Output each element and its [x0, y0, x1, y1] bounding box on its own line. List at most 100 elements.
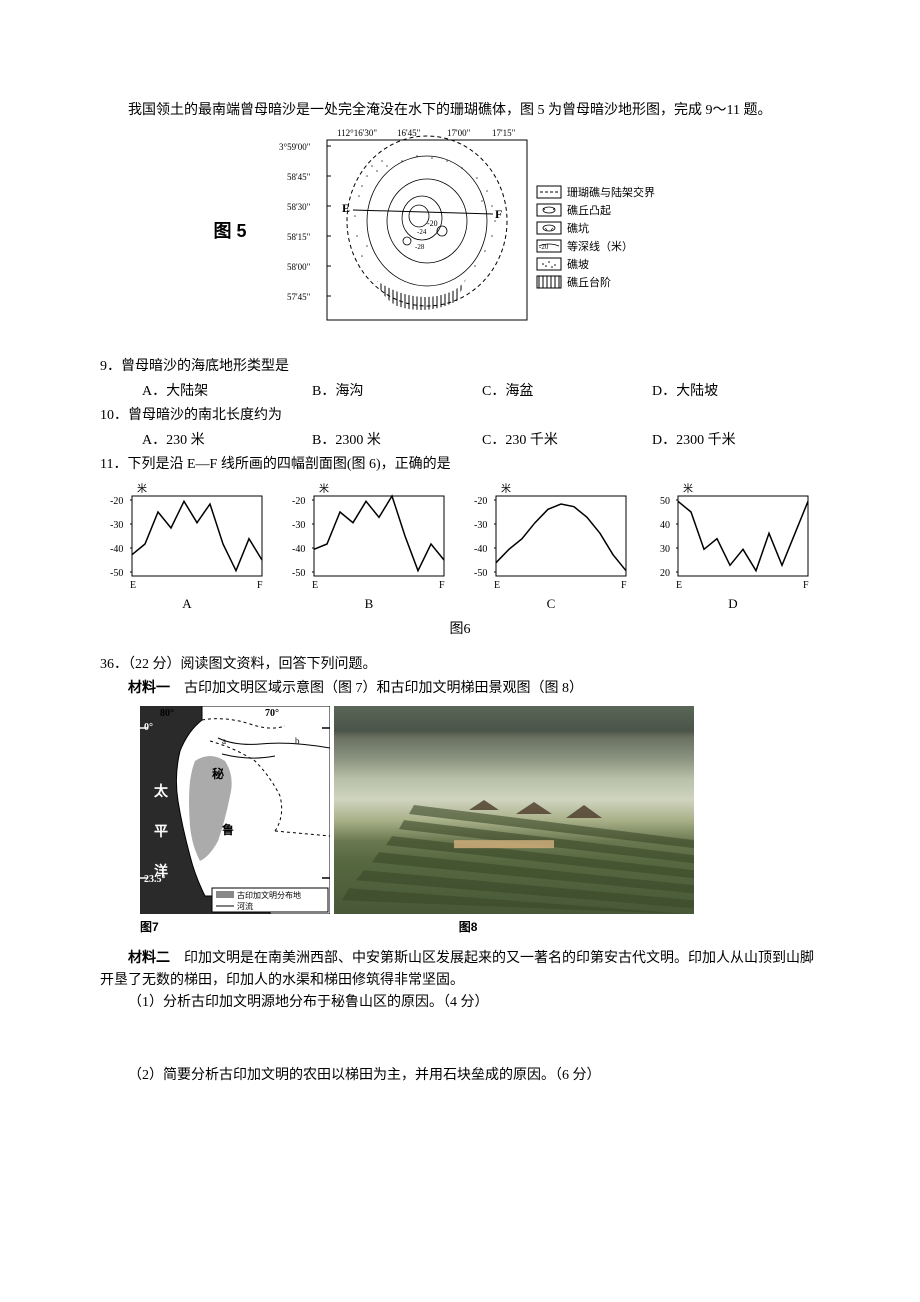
svg-text:-24: -24: [417, 228, 427, 236]
profile-a-svg: 米 -20 -30 -40 -50 E F: [102, 482, 272, 592]
svg-text:-40: -40: [474, 544, 487, 555]
profile-c-label: C: [547, 594, 556, 615]
svg-text:-50: -50: [474, 568, 487, 579]
svg-text:古印加文明分布地: 古印加文明分布地: [237, 890, 301, 900]
lon-label: 112°16'30": [337, 128, 377, 138]
legend-label: 礁坡: [567, 257, 589, 271]
svg-text:-20: -20: [474, 496, 487, 507]
svg-text:F: F: [257, 580, 263, 591]
figure6-label: 图6: [100, 619, 820, 641]
question-36: 36．（22 分）阅读图文资料，回答下列问题。 材料一 古印加文明区域示意图（图…: [100, 654, 820, 1088]
question-11: 11．下列是沿 E—F 线所画的四幅剖面图(图 6)，正确的是: [100, 454, 820, 476]
profile-b-svg: 米 -20 -30 -40 -50 E F: [284, 482, 454, 592]
svg-text:-20: -20: [427, 219, 438, 228]
q36-sub2: （2）简要分析古印加文明的农田以梯田为主，并用石块垒成的原因。（6 分）: [100, 1065, 820, 1087]
profile-charts-container: 米 -20 -30 -40 -50 E F A 米 -20 -30 -40 -5…: [100, 482, 820, 615]
svg-text:-40: -40: [292, 544, 305, 555]
svg-text:鲁: 鲁: [221, 822, 234, 837]
svg-text:-30: -30: [474, 520, 487, 531]
svg-text:50: 50: [660, 496, 670, 507]
material1-text: 古印加文明区域示意图（图 7）和古印加文明梯田景观图（图 8）: [170, 681, 583, 696]
svg-text:20: 20: [660, 568, 670, 579]
q9-option-d: D．大陆坡: [652, 381, 772, 403]
lat-label: 3°59'00": [279, 142, 311, 152]
figure8-photo: [334, 706, 694, 914]
material2-text: 印加文明是在南美洲西部、中安第斯山区发展起来的又一著名的印第安古代文明。印加人从…: [100, 951, 814, 988]
svg-text:-50: -50: [292, 568, 305, 579]
svg-text:-30: -30: [292, 520, 305, 531]
svg-text:米: 米: [137, 482, 147, 495]
legend-label: 礁丘台阶: [567, 275, 611, 289]
profile-c-svg: 米 -20 -30 -40 -50 E F: [466, 482, 636, 592]
svg-text:E: E: [312, 580, 318, 591]
lat-label: 58'00": [287, 262, 311, 272]
material2-label: 材料二: [128, 951, 170, 966]
point-f: F: [495, 207, 502, 221]
q11-text: ．下列是沿 E—F 线所画的四幅剖面图(图 6)，正确的是: [113, 457, 450, 472]
svg-text:秘: 秘: [212, 766, 224, 781]
svg-text:F: F: [439, 580, 445, 591]
q9-option-a: A．大陆架: [142, 381, 262, 403]
svg-text:-28: -28: [415, 243, 425, 251]
svg-text:E: E: [130, 580, 136, 591]
svg-text:-30: -30: [110, 520, 123, 531]
legend-label: 珊瑚礁与陆架交界: [567, 185, 655, 199]
svg-text:-20: -20: [292, 496, 305, 507]
lat-label: 58'30": [287, 202, 311, 212]
svg-text:米: 米: [501, 482, 511, 495]
svg-text:a: a: [222, 736, 226, 746]
lon-label: 17'15": [492, 128, 516, 138]
q10-option-c: C．230 千米: [482, 430, 602, 452]
svg-text:40: 40: [660, 520, 670, 531]
profile-d-svg: 米 50 40 30 20 E F: [648, 482, 818, 592]
profile-d: 米 50 40 30 20 E F D: [646, 482, 820, 615]
q10-option-b: B．2300 米: [312, 430, 432, 452]
figure5-map: 112°16'30" 16'45" 17'00" 17'15" 3°59'00"…: [267, 126, 707, 336]
figure7-label: 图7: [140, 918, 159, 937]
profile-c: 米 -20 -30 -40 -50 E F C: [464, 482, 638, 615]
svg-text:洋: 洋: [154, 863, 168, 880]
q9-option-b: B．海沟: [312, 381, 432, 403]
svg-text:E: E: [676, 580, 682, 591]
figure8-label: 图8: [459, 918, 478, 937]
svg-text:米: 米: [683, 482, 693, 495]
figure5-label: 图 5: [213, 217, 246, 246]
figure7-8-container: 80° 70° 0° 23.5° a b 秘 鲁 太 平 洋 古印加文明分布地 …: [140, 706, 820, 914]
q10-option-a: A．230 米: [142, 430, 262, 452]
legend-label: 礁坑: [567, 221, 589, 235]
point-e: E: [342, 201, 350, 215]
q36-number: 36: [100, 657, 114, 672]
q9-option-c: C．海盆: [482, 381, 602, 403]
svg-text:平: 平: [154, 824, 168, 840]
lat-label: 57'45": [287, 292, 311, 302]
profile-a: 米 -20 -30 -40 -50 E F A: [100, 482, 274, 615]
svg-text:E: E: [494, 580, 500, 591]
svg-text:80°: 80°: [160, 708, 174, 719]
question-10: 10．曾母暗沙的南北长度约为 A．230 米 B．2300 米 C．230 千米…: [100, 405, 820, 452]
figure5-container: 图 5 112°16'30" 16'45" 17'00" 17'15" 3°59…: [100, 126, 820, 336]
svg-text:米: 米: [319, 482, 329, 495]
q10-text: ．曾母暗沙的南北长度约为: [114, 408, 282, 423]
lon-label: 17'00": [447, 128, 471, 138]
svg-text:F: F: [803, 580, 809, 591]
q9-text: ．曾母暗沙的海底地形类型是: [107, 359, 289, 374]
svg-text:-40: -40: [110, 544, 123, 555]
profile-b-label: B: [365, 594, 374, 615]
figure7-map: 80° 70° 0° 23.5° a b 秘 鲁 太 平 洋 古印加文明分布地 …: [140, 706, 330, 914]
q36-text: ．（22 分）阅读图文资料，回答下列问题。: [114, 657, 377, 672]
profile-a-label: A: [182, 594, 191, 615]
svg-text:-20: -20: [110, 496, 123, 507]
svg-text:-50: -50: [110, 568, 123, 579]
lat-label: 58'45": [287, 172, 311, 182]
q11-number: 11: [100, 457, 113, 472]
q10-number: 10: [100, 408, 114, 423]
svg-text:河流: 河流: [237, 901, 253, 911]
intro-paragraph: 我国领土的最南端曾母暗沙是一处完全淹没在水下的珊瑚礁体，图 5 为曾母暗沙地形图…: [100, 100, 820, 122]
svg-text:30: 30: [660, 544, 670, 555]
svg-text:F: F: [621, 580, 627, 591]
question-9: 9．曾母暗沙的海底地形类型是 A．大陆架 B．海沟 C．海盆 D．大陆坡: [100, 356, 820, 403]
svg-text:b: b: [295, 736, 300, 746]
legend-label: 礁丘凸起: [567, 203, 611, 217]
q36-sub1: （1）分析古印加文明源地分布于秘鲁山区的原因。（4 分）: [100, 992, 820, 1014]
profile-b: 米 -20 -30 -40 -50 E F B: [282, 482, 456, 615]
